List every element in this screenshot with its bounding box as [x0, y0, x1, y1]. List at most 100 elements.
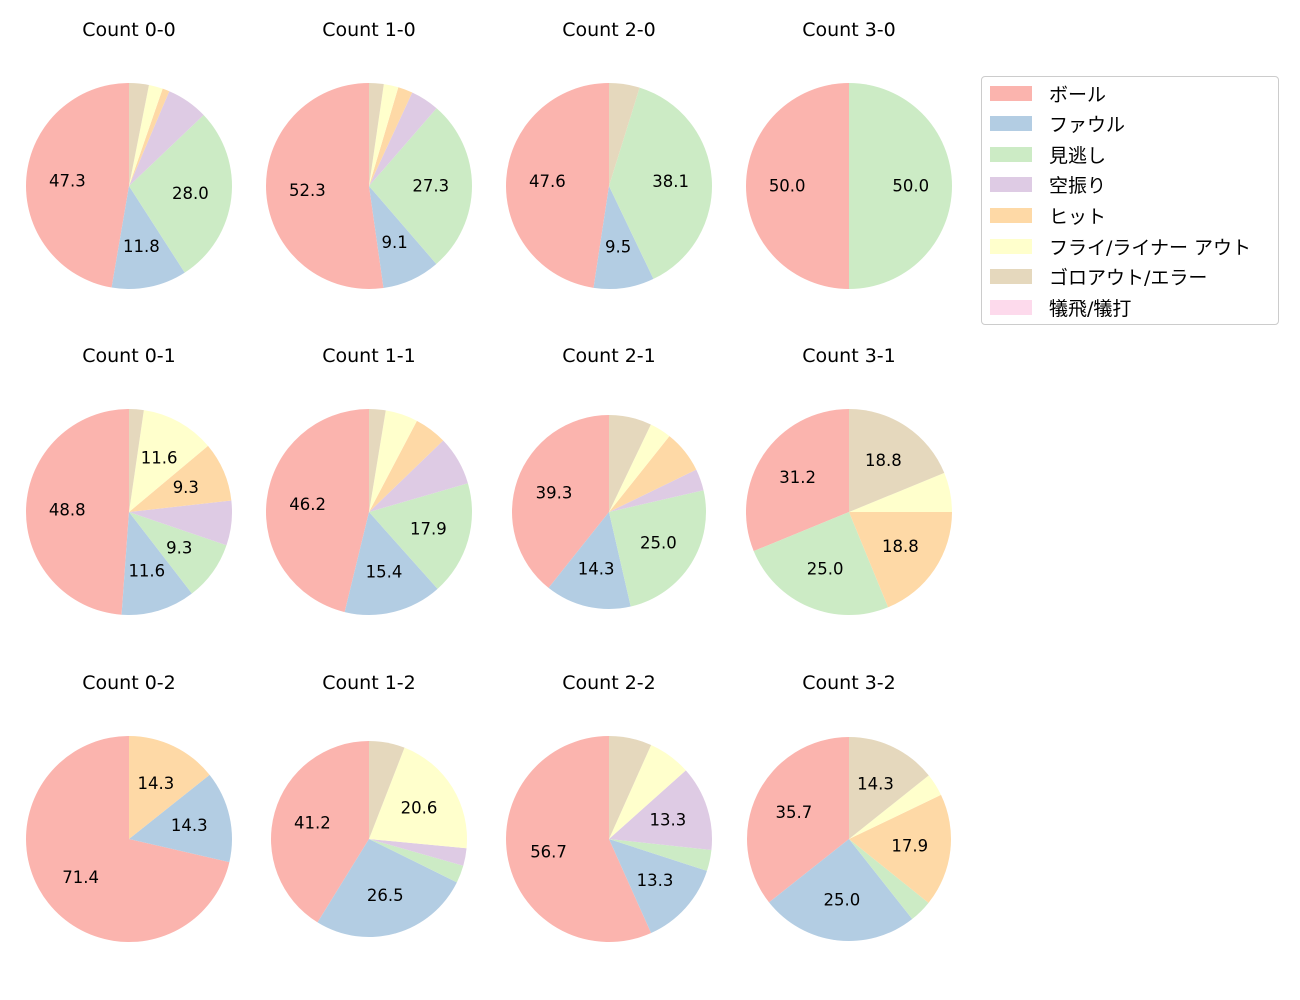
- pie-slice: [266, 409, 369, 613]
- slice-percent-label: 14.3: [137, 774, 174, 793]
- pie-slice: [111, 186, 185, 289]
- pie-chart-count-0-1: Count 0-148.811.69.39.311.6: [25, 345, 232, 615]
- pie-slice: [849, 512, 952, 608]
- pie-slice: [317, 839, 457, 938]
- slice-percent-label: 47.3: [49, 171, 86, 190]
- pie-slice: [25, 409, 129, 615]
- pie-slice: [369, 410, 417, 512]
- legend-label: フライ/ライナー アウト: [1049, 236, 1252, 259]
- legend-item: ヒット: [990, 204, 1106, 228]
- pie-slice: [271, 741, 369, 923]
- legend-swatch: [990, 85, 1032, 101]
- pie-slice: [609, 744, 686, 839]
- pie-slice: [369, 92, 437, 186]
- pie-title: Count 2-2: [562, 672, 656, 694]
- legend-item: フライ/ライナー アウト: [990, 235, 1252, 259]
- slice-percent-label: 18.8: [865, 451, 902, 470]
- legend-swatch: [990, 146, 1032, 162]
- pie-slice: [609, 770, 712, 850]
- slice-percent-label: 13.3: [637, 871, 674, 890]
- pie-slice: [369, 483, 472, 589]
- pie-title: Count 2-1: [562, 345, 656, 367]
- legend-swatch: [990, 299, 1032, 315]
- slice-percent-label: 46.2: [289, 495, 326, 514]
- pie-chart-count-2-1: Count 2-1 39.3 14.3 25.0: [512, 345, 706, 609]
- slice-percent-label: 56.7: [530, 842, 567, 861]
- pie-slice: [609, 415, 651, 512]
- legend-item: 空振り: [990, 174, 1106, 197]
- slice-percent-label: 27.3: [412, 177, 449, 196]
- pie-title: Count 3-0: [802, 19, 896, 41]
- slice-percent-label: 11.6: [141, 449, 178, 468]
- legend-item: ファウル: [990, 113, 1126, 137]
- pie-slice: [609, 490, 706, 607]
- legend-swatch: [990, 177, 1032, 193]
- pie-slice: [266, 83, 384, 289]
- pie-title: Count 1-2: [322, 672, 416, 694]
- pie-chart-count-1-2: Count 1-2 41.2 26.5 20.6: [271, 672, 467, 938]
- legend-item: 犠飛/犠打: [990, 296, 1132, 320]
- pie-slice: [129, 115, 232, 273]
- pie-slice: [512, 415, 609, 588]
- slice-percent-label: 28.0: [172, 184, 209, 203]
- pie-slice: [609, 436, 697, 512]
- pie-slice: [609, 87, 712, 279]
- legend-label: ファウル: [1049, 114, 1126, 137]
- pie-slice: [849, 409, 945, 512]
- legend-label: 犠飛/犠打: [1049, 297, 1132, 320]
- pie-slice: [121, 512, 192, 615]
- pie-chart-count-0-0: Count 0-0 47.3 11.8 28.0: [25, 19, 232, 289]
- pie-slice: [849, 775, 941, 839]
- pie-title: Count 3-2: [802, 672, 896, 694]
- slice-percent-label: 17.9: [410, 520, 447, 539]
- pie-chart-count-1-1: Count 1-1 46.2 15.4 17.9: [266, 345, 472, 615]
- slice-percent-label: 31.2: [779, 468, 816, 487]
- pie-slice: [129, 84, 163, 186]
- slice-percent-label: 50.0: [769, 177, 806, 196]
- pie-chart-count-0-2: Count 0-2 71.4 14.3 14.3: [25, 672, 233, 942]
- pie-chart-count-2-2: Count 2-2 56.7 13.3 13.3: [506, 672, 712, 942]
- pie-slice: [506, 83, 609, 288]
- pie-title: Count 0-1: [82, 345, 176, 367]
- slice-percent-label: 38.1: [652, 172, 689, 191]
- pie-chart-count-3-2: Count 3-2 35.7 25.0 17.9 14.3: [747, 672, 951, 941]
- pie-slice: [369, 409, 386, 512]
- pie-slice: [609, 469, 704, 512]
- slice-percent-label: 9.3: [173, 478, 199, 497]
- legend-swatch: [990, 269, 1032, 285]
- pie-slice: [609, 424, 670, 512]
- slice-percent-label: 14.3: [171, 816, 208, 835]
- pie-slice: [746, 409, 849, 552]
- pie-slice: [129, 409, 144, 512]
- pie-title: Count 0-0: [82, 19, 176, 41]
- pie-slice: [369, 83, 384, 186]
- pie-slice: [369, 741, 405, 839]
- slice-percent-label: 9.1: [381, 233, 407, 252]
- slice-percent-label: 25.0: [640, 533, 677, 552]
- slice-percent-label: 18.8: [882, 537, 919, 556]
- pie-chart-count-1-0: Count 1-0 52.3 9.1 27.3: [266, 19, 472, 289]
- pie-slice: [344, 512, 438, 615]
- slice-percent-label: 17.9: [891, 836, 928, 855]
- legend-label: ゴロアウト/エラー: [1049, 267, 1208, 290]
- pie-slice: [609, 839, 712, 871]
- pie-slice: [849, 839, 929, 920]
- slice-percent-label: 25.0: [824, 890, 861, 909]
- pie-title: Count 1-0: [322, 19, 416, 41]
- pie-slice: [129, 410, 209, 512]
- slice-percent-label: 13.3: [649, 811, 686, 830]
- slice-percent-label: 35.7: [776, 803, 813, 822]
- pie-slice: [746, 83, 849, 289]
- slice-percent-label: 47.6: [529, 172, 566, 191]
- slice-percent-label: 15.4: [366, 562, 403, 581]
- legend-swatch: [990, 207, 1032, 223]
- pie-slice: [849, 794, 951, 903]
- pie-slice: [129, 445, 232, 512]
- pie-title: Count 3-1: [802, 345, 896, 367]
- pie-slice: [849, 472, 952, 512]
- pie-slice: [129, 774, 233, 863]
- pie-slice: [129, 83, 149, 186]
- slice-percent-label: 11.6: [128, 562, 165, 581]
- pie-slice: [129, 500, 232, 546]
